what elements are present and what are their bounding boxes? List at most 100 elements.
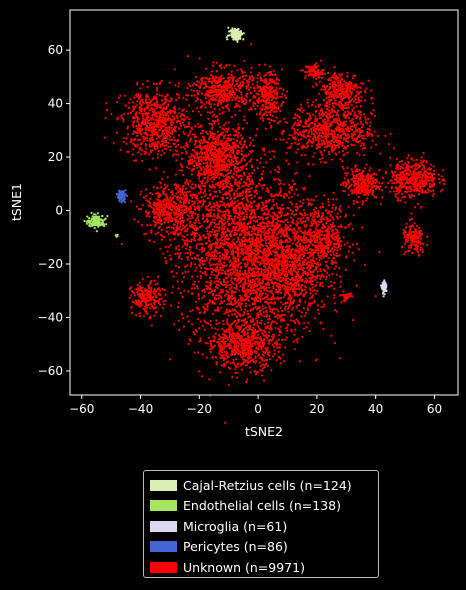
data-point (342, 290, 345, 293)
data-point (145, 232, 148, 235)
data-point (253, 282, 256, 285)
data-point (250, 243, 253, 246)
data-point (152, 118, 155, 121)
data-point (267, 318, 270, 321)
data-point (225, 293, 228, 296)
data-point (215, 237, 218, 240)
data-point (218, 147, 221, 150)
data-point (243, 256, 246, 259)
data-point (250, 269, 253, 272)
data-point (216, 241, 219, 244)
data-point (259, 237, 262, 240)
data-point (240, 178, 243, 181)
data-point (270, 322, 273, 325)
data-point (211, 289, 214, 293)
data-point (154, 221, 157, 224)
data-point (306, 308, 309, 312)
data-point (232, 218, 235, 221)
data-point (208, 281, 211, 284)
data-point (213, 204, 216, 207)
data-point (244, 308, 247, 311)
data-point (216, 287, 219, 290)
data-point (283, 214, 286, 217)
data-point (282, 252, 285, 255)
data-point (244, 164, 247, 167)
data-point (284, 273, 287, 276)
data-point (203, 195, 207, 198)
data-point (315, 257, 318, 261)
data-point (332, 293, 335, 296)
data-point (174, 202, 177, 206)
data-point (242, 225, 245, 228)
data-point (189, 211, 192, 214)
data-point (167, 207, 170, 210)
data-point (201, 135, 204, 139)
data-point (188, 215, 191, 218)
data-point (280, 209, 283, 212)
data-point (220, 300, 223, 303)
data-point (304, 214, 307, 217)
data-point (240, 302, 243, 305)
data-point (299, 219, 302, 222)
data-point (252, 139, 255, 142)
data-point (213, 288, 217, 291)
data-point (264, 306, 267, 309)
data-point (170, 216, 173, 220)
data-point (241, 194, 244, 197)
data-point (226, 237, 229, 240)
data-point (208, 202, 211, 205)
data-point (282, 183, 285, 186)
data-point (207, 287, 210, 290)
data-point (215, 234, 218, 238)
data-point (231, 313, 234, 316)
data-point (187, 183, 190, 186)
data-point (230, 235, 233, 238)
data-point (287, 307, 290, 310)
data-point (236, 149, 239, 152)
data-point (245, 234, 248, 237)
data-point (238, 221, 241, 224)
data-point (258, 182, 261, 185)
data-point (241, 288, 244, 291)
data-point (163, 183, 167, 186)
data-point (234, 190, 237, 193)
data-point (243, 222, 246, 225)
data-point (218, 278, 221, 281)
data-point (277, 207, 280, 210)
data-point (179, 215, 182, 218)
data-point (237, 251, 240, 254)
data-point (240, 248, 243, 251)
data-point (248, 203, 251, 206)
data-point (198, 180, 202, 183)
data-point (197, 110, 200, 113)
data-point (217, 297, 220, 300)
data-point (194, 224, 197, 227)
data-point (190, 287, 193, 290)
data-point (282, 258, 285, 261)
data-point (186, 258, 189, 261)
data-point (206, 213, 209, 216)
data-point (206, 308, 209, 311)
data-point (196, 202, 199, 205)
data-point (144, 188, 147, 191)
data-point (278, 331, 281, 334)
data-point (238, 182, 242, 185)
data-point (154, 233, 157, 236)
data-point (209, 267, 212, 270)
data-point (217, 156, 220, 159)
data-point (257, 260, 260, 264)
data-point (239, 212, 242, 215)
data-point (149, 224, 152, 227)
data-point (207, 204, 210, 207)
data-point (259, 284, 262, 287)
data-point (253, 302, 256, 305)
data-point (232, 128, 235, 131)
data-point (204, 147, 207, 150)
data-point (311, 294, 314, 297)
data-point (232, 257, 235, 260)
data-point (235, 322, 238, 325)
data-point (255, 258, 259, 261)
data-point (280, 249, 283, 252)
data-point (249, 190, 252, 193)
data-point (294, 275, 297, 278)
